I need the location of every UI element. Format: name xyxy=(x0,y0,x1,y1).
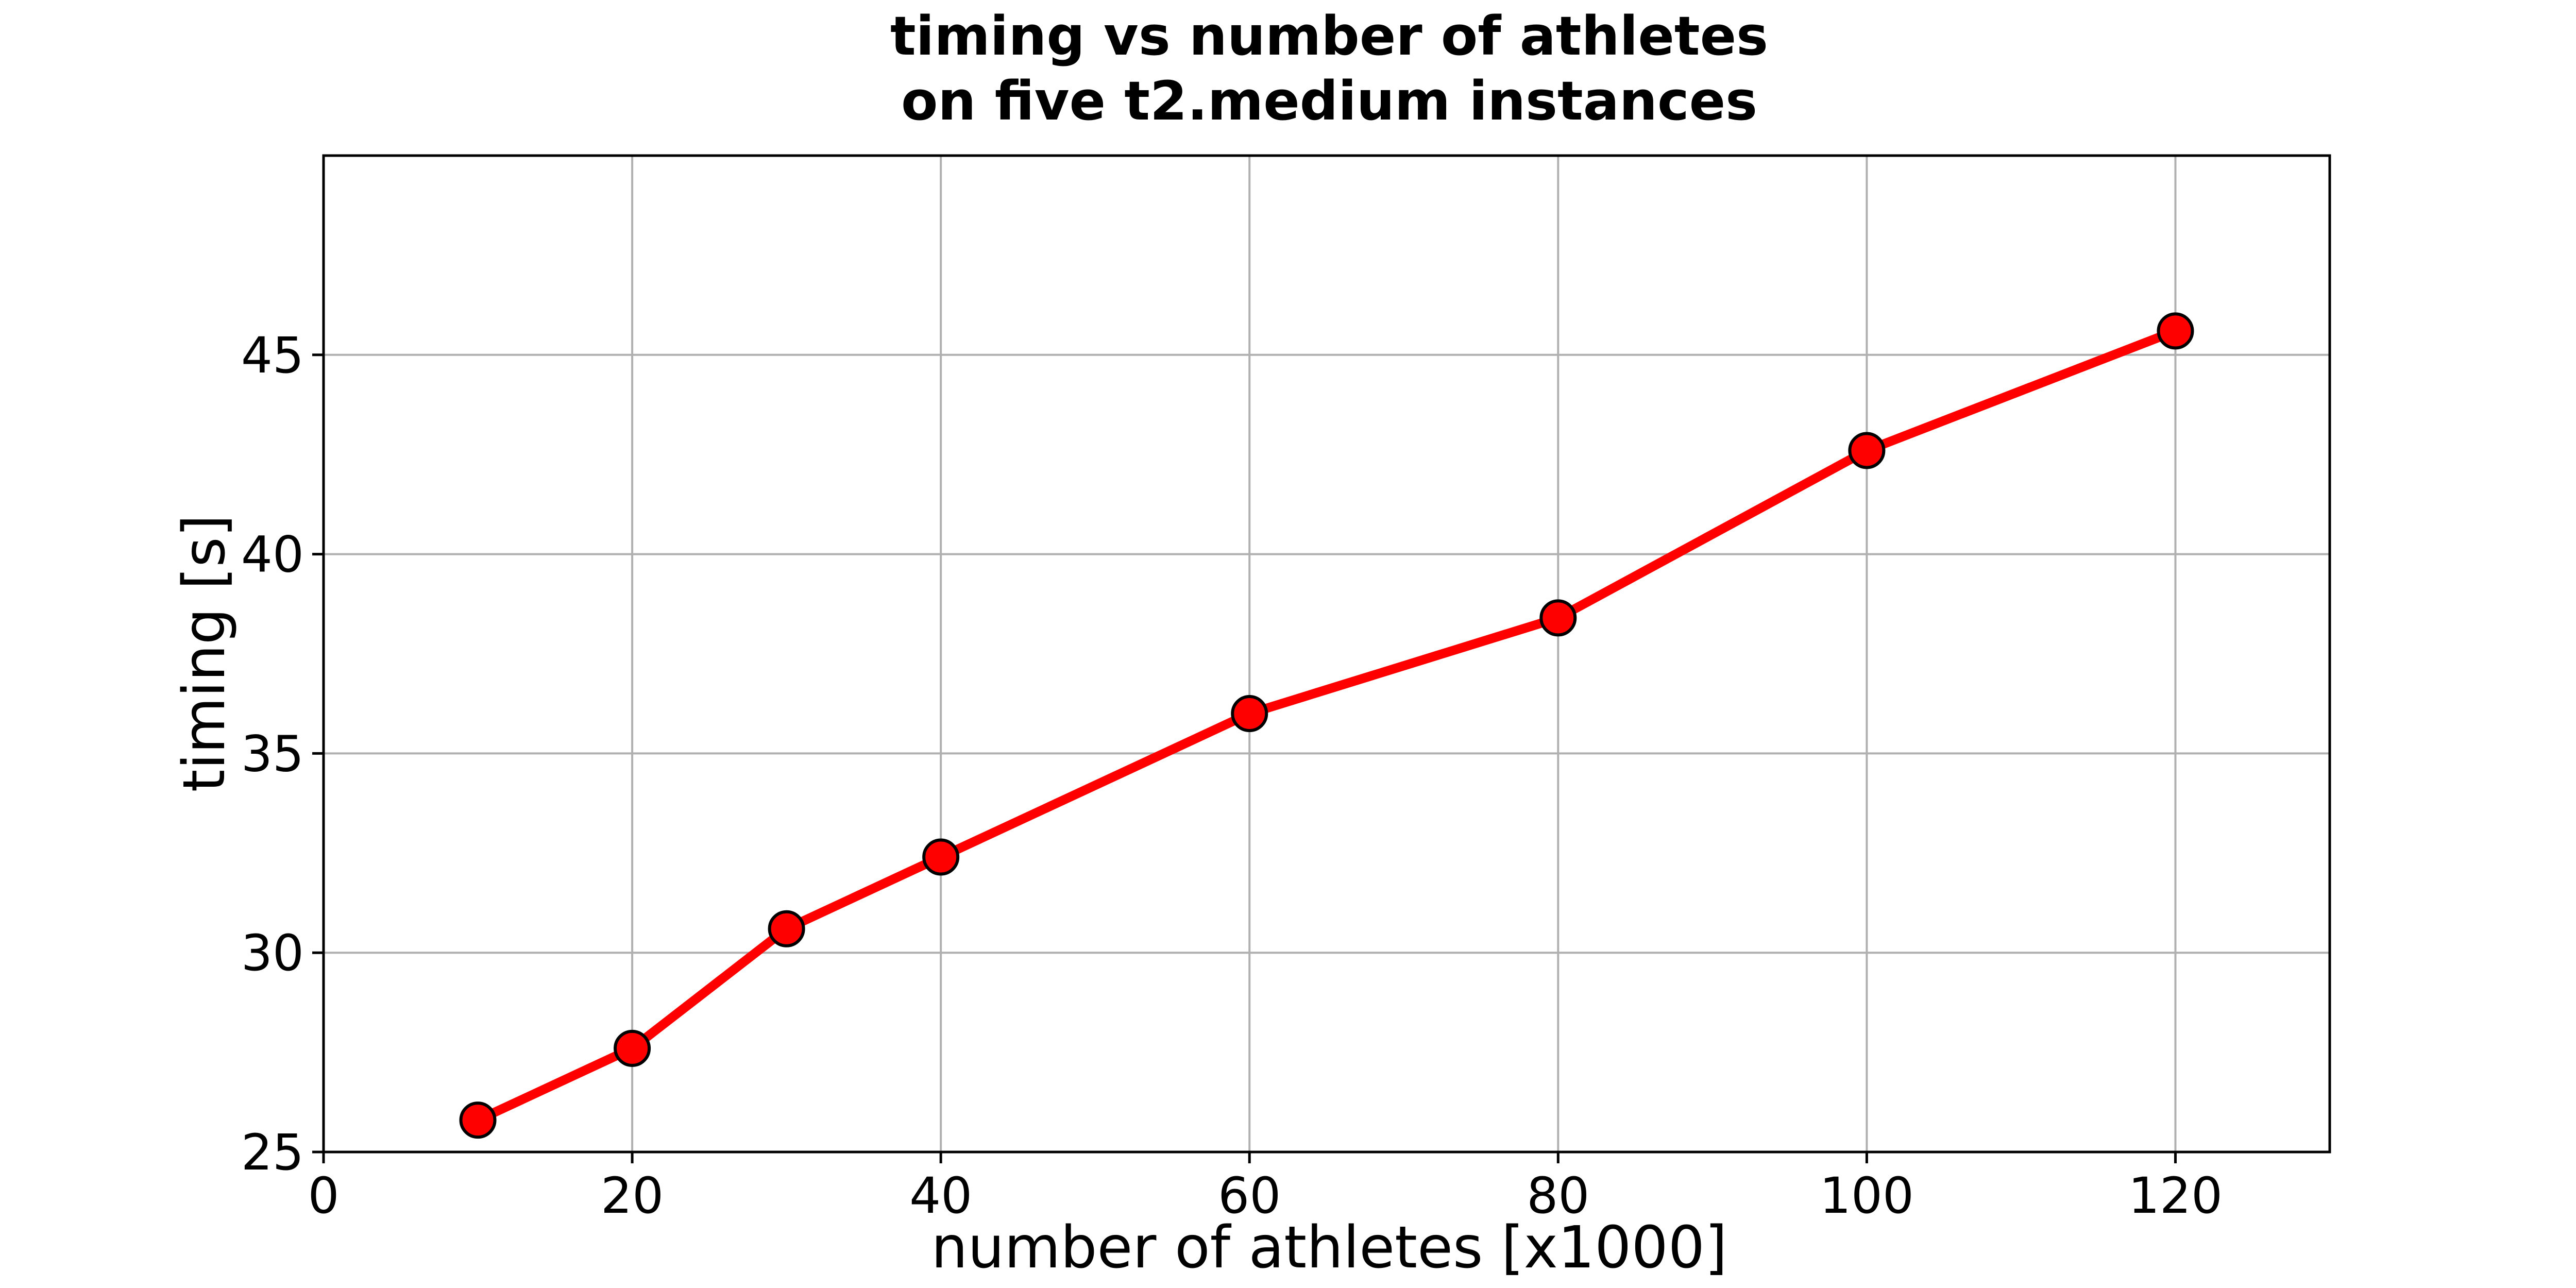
x-tick-label: 0 xyxy=(308,1167,339,1225)
data-point-marker xyxy=(768,910,805,947)
y-axis-label: timing [s] xyxy=(171,515,238,792)
y-tick-label: 25 xyxy=(241,1124,304,1181)
x-tick-label: 60 xyxy=(1218,1167,1281,1225)
data-point-marker xyxy=(614,1029,651,1067)
series-line xyxy=(473,326,2180,1125)
x-tick-label: 40 xyxy=(909,1167,972,1225)
data-point-marker xyxy=(1539,599,1577,637)
y-tick-label: 45 xyxy=(241,327,304,384)
series-layer xyxy=(459,312,2194,1139)
data-point-marker xyxy=(1848,432,1886,469)
y-tick-label: 30 xyxy=(241,924,304,982)
x-tick-label: 80 xyxy=(1527,1167,1589,1225)
chart-title-line-2: on five t2.medium instances xyxy=(901,70,1757,132)
y-tick-label: 35 xyxy=(241,725,304,783)
data-point-marker xyxy=(922,838,960,876)
chart-title-line-1: timing vs number of athletes xyxy=(890,5,1768,67)
x-tick-label: 100 xyxy=(1820,1167,1914,1225)
plot-area-frame xyxy=(322,154,2331,1154)
data-point-marker xyxy=(2157,312,2194,350)
x-axis-label: number of athletes [x1000] xyxy=(931,1214,1727,1281)
axis-ticks: 0 20 40 60 80 100 120 25 30 35 40 45 xyxy=(241,327,2223,1225)
y-tick-label: 40 xyxy=(241,526,304,584)
grid xyxy=(323,156,2330,1153)
x-tick-label: 120 xyxy=(2128,1167,2223,1225)
data-point-marker xyxy=(1231,695,1268,733)
data-point-marker xyxy=(459,1101,497,1139)
x-tick-label: 20 xyxy=(601,1167,664,1225)
